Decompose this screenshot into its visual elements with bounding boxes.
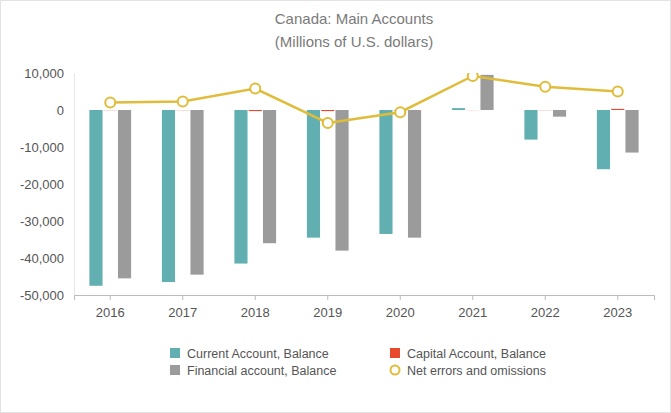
y-axis-line: [74, 74, 75, 296]
frame: [1, 1, 671, 413]
y-axis: -50,000 -40,000 -30,000 -20,000 -10,000 0 10,0…: [20, 66, 75, 303]
bar: [539, 110, 552, 111]
subtitle: (Millions of U.S. dollars): [275, 33, 433, 50]
marker: [105, 98, 115, 108]
bar: [611, 109, 624, 110]
x-tick: 2016: [96, 295, 125, 320]
legend-label: Financial account, Balance: [187, 364, 336, 378]
x-tick-mark: [255, 295, 256, 300]
y-tick-label: -30,000: [20, 214, 64, 229]
y-tick-label: 0: [57, 103, 64, 118]
legend-item: Net errors and omissions: [391, 364, 546, 378]
y-tick: -30,000: [20, 214, 74, 229]
x-tick-mark: [182, 295, 183, 300]
x-tick-mark: [617, 295, 618, 300]
x-tick-label: 2023: [603, 305, 632, 320]
bar: [234, 110, 247, 264]
x-tick-label: 2021: [458, 305, 487, 320]
x-tick-mark: [400, 295, 401, 300]
marker: [540, 82, 550, 92]
y-tick: 0: [57, 103, 74, 118]
bar: [625, 110, 638, 153]
legend-swatch: [390, 348, 400, 358]
x-tick-label: 2019: [313, 305, 342, 320]
x-tick: 2021: [458, 295, 487, 320]
bar: [162, 110, 175, 282]
bar: [524, 110, 537, 140]
line: [110, 76, 618, 123]
y-tick-label: -40,000: [20, 251, 64, 266]
legend-item: Capital Account, Balance: [390, 347, 546, 361]
bar: [335, 110, 348, 251]
title: Canada: Main Accounts: [275, 10, 433, 27]
bar: [597, 110, 610, 169]
marker: [178, 96, 188, 106]
bar: [452, 108, 465, 110]
plot-area: [89, 73, 638, 286]
legend: Current Account, Balance Capital Account,…: [170, 347, 546, 378]
y-tick-label: -10,000: [20, 140, 64, 155]
bar: [553, 110, 566, 117]
bar: [263, 110, 276, 243]
x-tick: 2023: [603, 295, 632, 320]
legend-swatch: [391, 366, 400, 375]
x-tick: 2019: [313, 295, 342, 320]
line-series: [105, 73, 623, 128]
legend-item: Financial account, Balance: [170, 364, 336, 378]
bar-series: [104, 109, 625, 111]
x-tick-label: 2022: [531, 305, 560, 320]
bar: [190, 110, 203, 275]
bar: [104, 110, 117, 111]
bar: [176, 110, 189, 111]
bar: [118, 110, 131, 278]
x-tick-mark: [327, 295, 328, 300]
bar: [379, 110, 392, 234]
marker: [250, 84, 260, 94]
legend-swatch: [170, 365, 180, 375]
legend-label: Current Account, Balance: [187, 347, 329, 361]
bar: [408, 110, 421, 238]
x-tick: 2018: [241, 295, 270, 320]
y-tick: 10,000: [24, 66, 74, 81]
bar-series: [118, 75, 639, 279]
x-tick-label: 2018: [241, 305, 270, 320]
marker: [395, 107, 405, 117]
x-tick-mark: [545, 295, 546, 300]
x-tick: 2020: [386, 295, 415, 320]
marker: [323, 118, 333, 128]
marker: [468, 73, 478, 81]
legend-label: Capital Account, Balance: [407, 347, 546, 361]
y-tick-label: -50,000: [20, 288, 64, 303]
x-axis-line: [75, 296, 655, 301]
bar: [466, 110, 479, 111]
bar: [249, 110, 262, 111]
x-tick-mark: [110, 295, 111, 300]
marker: [613, 87, 623, 97]
x-tick-label: 2016: [96, 305, 125, 320]
bar: [480, 75, 493, 110]
x-tick: 2022: [531, 295, 560, 320]
x-tick-label: 2017: [168, 305, 197, 320]
legend-label: Net errors and omissions: [407, 364, 546, 378]
x-tick: 2017: [168, 295, 197, 320]
chart-svg: Canada: Main Accounts (Millions of U.S. d…: [0, 0, 671, 413]
bar: [321, 110, 334, 111]
x-tick-label: 2020: [386, 305, 415, 320]
legend-item: Current Account, Balance: [170, 347, 329, 361]
x-axis: 2016 2017 2018 2019 2020 2021 2022 2023: [75, 295, 655, 320]
y-tick-label: -20,000: [20, 177, 64, 192]
bar: [89, 110, 102, 286]
y-tick: -40,000: [20, 251, 74, 266]
x-tick-mark: [472, 295, 473, 300]
y-tick-label: 10,000: [24, 66, 64, 81]
y-tick: -50,000: [20, 288, 74, 303]
y-tick: -10,000: [20, 140, 74, 155]
legend-swatch: [170, 348, 180, 358]
bar-series: [89, 108, 610, 286]
bar: [307, 110, 320, 238]
y-tick: -20,000: [20, 177, 74, 192]
